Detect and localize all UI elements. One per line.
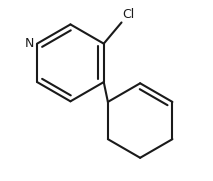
Text: N: N — [25, 37, 34, 50]
Text: Cl: Cl — [123, 8, 135, 21]
